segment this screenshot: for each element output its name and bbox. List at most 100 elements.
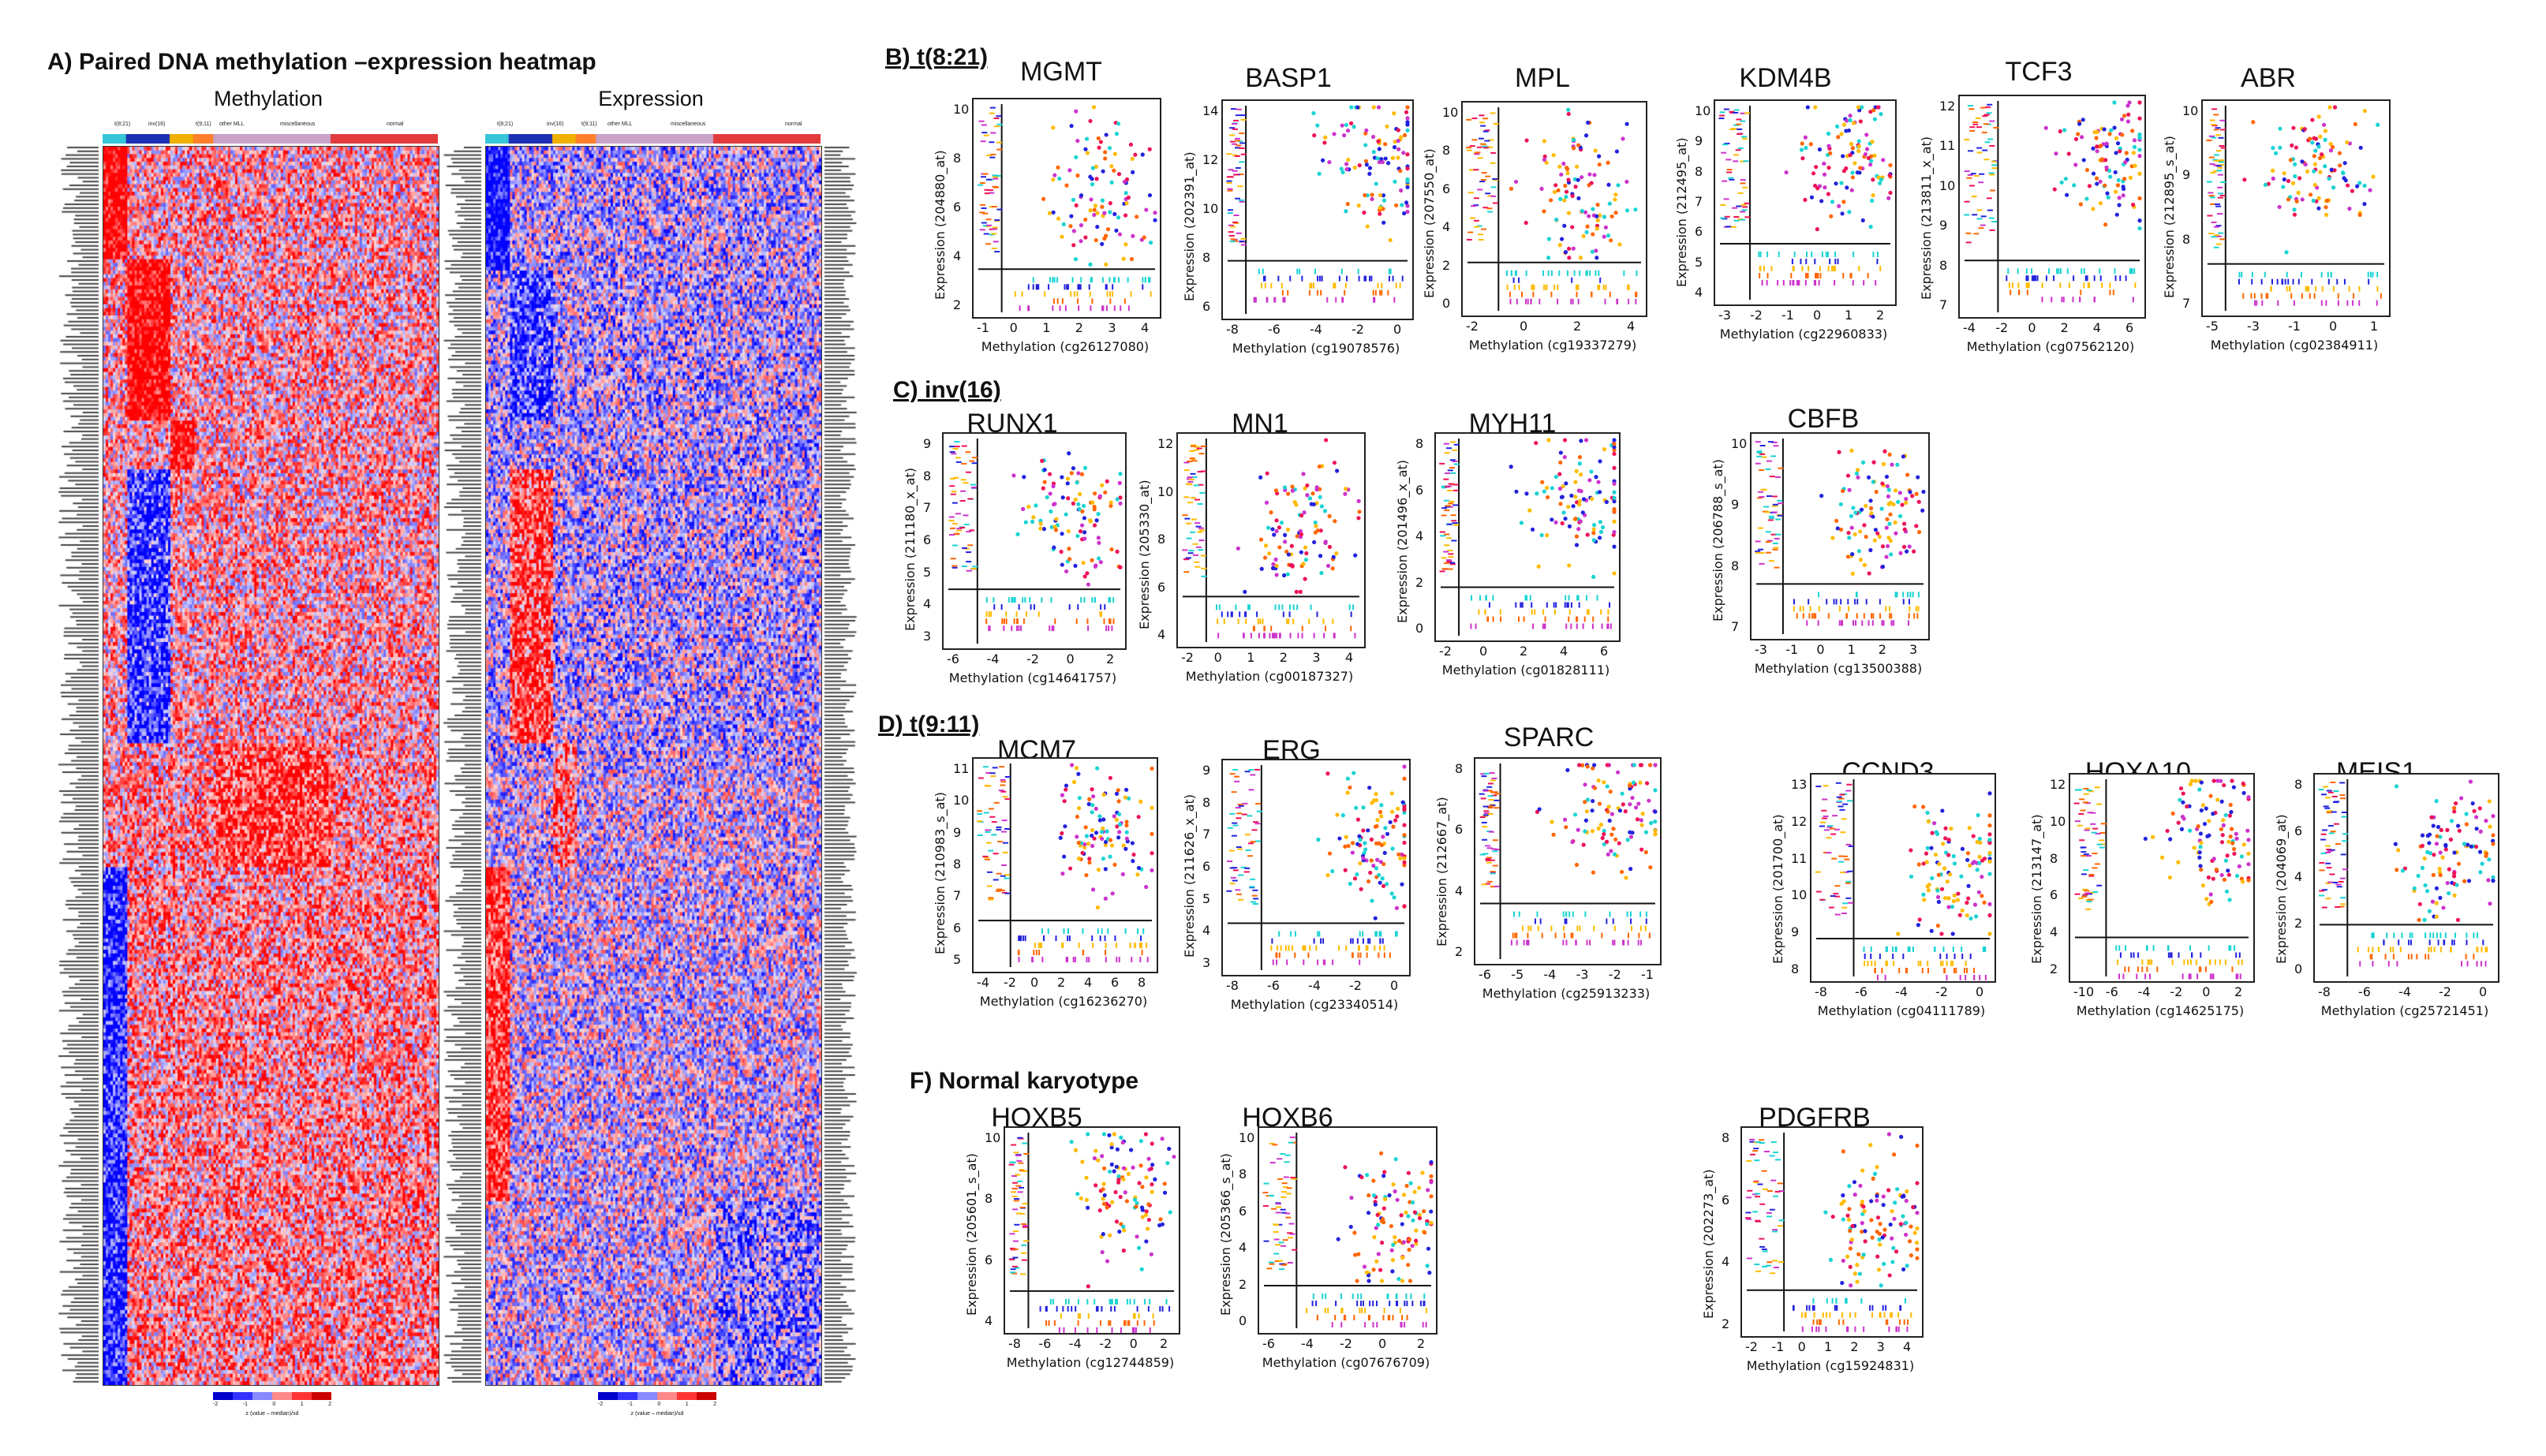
data-point	[2202, 821, 2208, 827]
data-point	[2327, 176, 2331, 181]
data-point	[1987, 841, 1992, 846]
data-point	[1924, 851, 1929, 856]
data-point	[1572, 812, 1578, 817]
data-point	[1373, 1202, 1378, 1207]
data-point	[1393, 140, 1397, 144]
data-point	[2332, 105, 2338, 110]
data-point	[1083, 147, 1088, 151]
data-point	[2207, 819, 2211, 823]
data-point	[1550, 486, 1554, 491]
data-point	[1624, 179, 1629, 185]
data-point	[2229, 809, 2234, 815]
data-point	[2432, 853, 2436, 857]
data-point	[1030, 519, 1035, 525]
data-point	[1909, 1253, 1913, 1258]
data-point	[1591, 232, 1595, 237]
data-point	[2181, 816, 2186, 821]
data-point	[1553, 217, 1559, 222]
data-point	[1412, 1210, 1417, 1215]
data-point	[1864, 534, 1868, 539]
scatter-plot-meis1	[2313, 773, 2499, 983]
data-point	[2291, 125, 2296, 130]
data-point	[2199, 868, 2204, 872]
data-point	[1410, 1243, 1415, 1249]
data-point	[1066, 528, 1071, 534]
data-point	[1417, 1212, 1423, 1217]
data-point	[1400, 800, 1405, 805]
x-axis-label: Methylation (cg23340514)	[1230, 997, 1399, 1012]
data-point	[1638, 780, 1643, 785]
data-point	[1980, 894, 1984, 898]
x-tick-label: 4	[1345, 650, 1354, 665]
data-point	[2452, 850, 2457, 855]
data-point	[1263, 543, 1269, 548]
data-point	[1140, 1185, 1145, 1189]
data-point	[2425, 833, 2430, 838]
data-point	[2456, 861, 2462, 866]
data-point	[2412, 886, 2417, 890]
data-point	[1598, 520, 1602, 525]
data-point	[1845, 554, 1851, 559]
data-point	[1052, 173, 1057, 177]
y-tick-label: 8	[1695, 163, 1703, 179]
data-point	[1987, 838, 1992, 842]
data-point	[1592, 173, 1597, 177]
data-point	[2120, 133, 2125, 137]
data-point	[1860, 218, 1865, 223]
y-tick-label: 6	[1239, 1203, 1247, 1219]
data-point	[1929, 928, 1934, 933]
data-point	[1062, 799, 1067, 804]
x-tick-label: -6	[1038, 1336, 1052, 1351]
data-point	[1100, 241, 1105, 246]
data-point	[1609, 849, 1613, 853]
data-point	[1609, 832, 1614, 837]
data-point	[1612, 544, 1617, 549]
data-point	[1945, 879, 1950, 884]
y-axis-label: Expression (201700_at)	[1770, 814, 1785, 964]
data-point	[2470, 801, 2475, 806]
data-point	[1375, 1212, 1380, 1217]
x-tick-label: -3	[2247, 319, 2260, 334]
data-point	[1870, 198, 1875, 203]
data-point	[1590, 808, 1595, 813]
y-tick-label: 6	[2294, 823, 2303, 838]
data-point	[1815, 227, 1819, 232]
data-point	[2362, 183, 2367, 189]
y-tick-label: 6	[1157, 579, 1166, 595]
data-point	[1426, 1188, 1430, 1193]
data-point	[1563, 183, 1568, 189]
data-point	[1898, 1222, 1903, 1226]
data-point	[1089, 197, 1094, 202]
data-point	[1405, 209, 1410, 215]
data-point	[1352, 876, 1358, 881]
x-tick-label: 2	[1279, 650, 1288, 665]
data-point	[2455, 917, 2460, 922]
legend-caption: z (value – median)/sd	[630, 1411, 684, 1417]
data-point	[2078, 202, 2083, 207]
scatter-plot-abr	[2201, 99, 2391, 317]
y-axis-label: Expression (201496_x_at)	[1395, 459, 1410, 623]
data-point	[1094, 563, 1098, 568]
data-point	[1803, 197, 1808, 202]
y-tick-label: 7	[953, 888, 962, 904]
data-point	[1852, 532, 1857, 537]
data-point	[1606, 852, 1610, 857]
data-point	[2211, 778, 2216, 783]
x-axis-label: Methylation (cg14641757)	[948, 670, 1117, 685]
data-point	[2290, 143, 2294, 147]
data-point	[1356, 498, 1361, 503]
data-point	[1404, 1183, 1409, 1189]
data-point	[1429, 1220, 1434, 1226]
data-point	[1653, 788, 1658, 793]
data-point	[1332, 132, 1337, 136]
data-point	[1863, 1239, 1867, 1244]
data-point	[2292, 207, 2297, 212]
data-point	[1647, 763, 1653, 767]
data-point	[1577, 502, 1582, 507]
data-point	[1114, 228, 1119, 233]
data-point	[2431, 823, 2436, 828]
data-point	[1628, 834, 1634, 839]
data-point	[2273, 151, 2279, 155]
data-point	[2214, 867, 2219, 872]
data-point	[1100, 1154, 1105, 1159]
